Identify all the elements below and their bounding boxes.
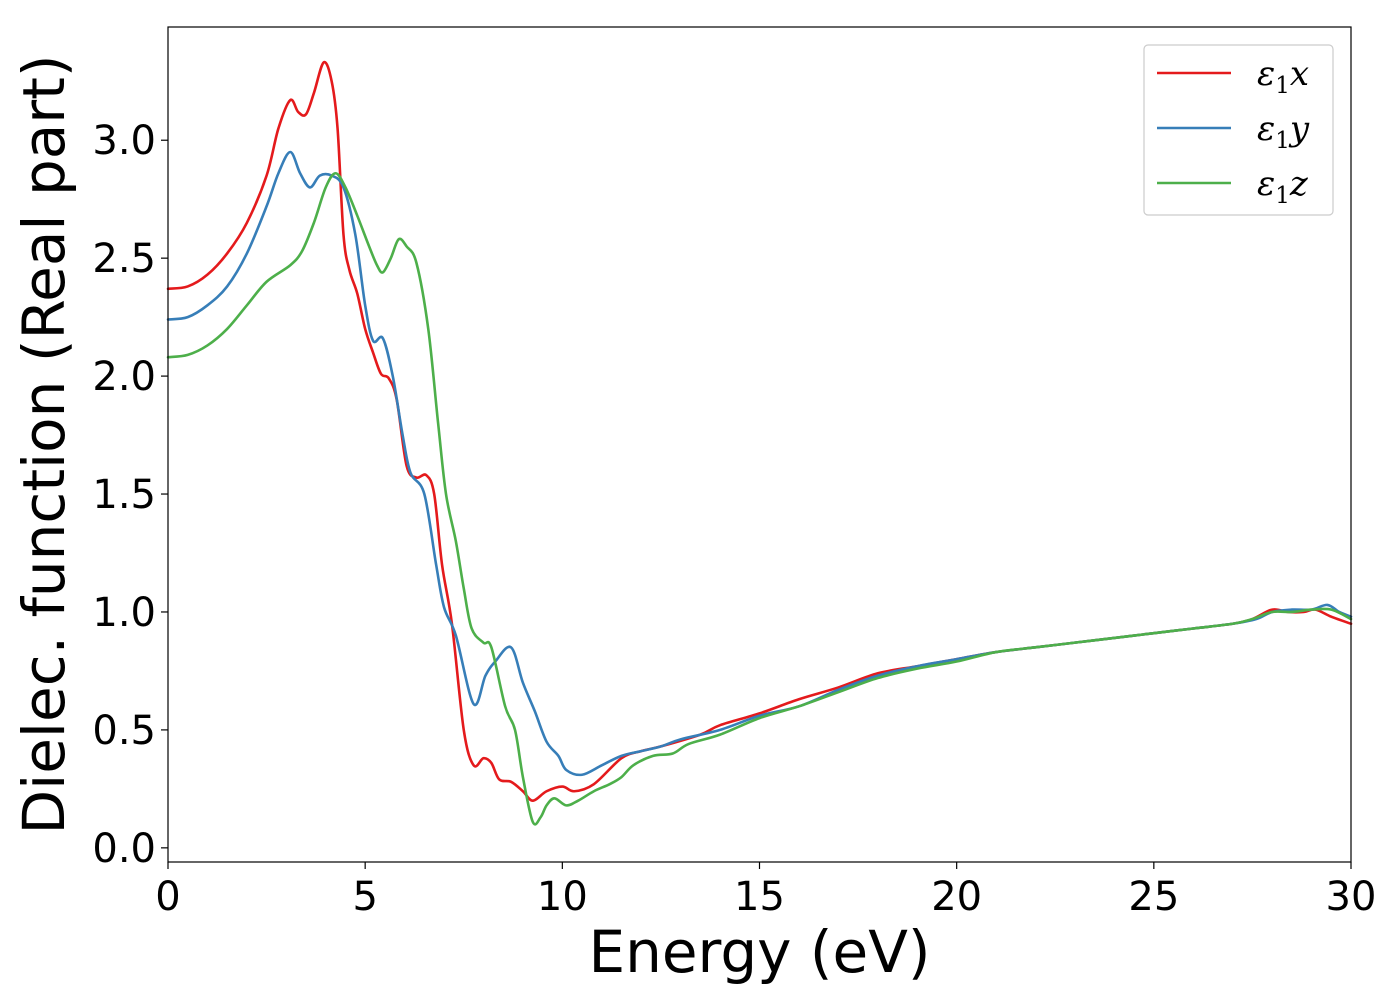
legend-box — [1143, 44, 1334, 216]
y-tick-label: 1.5 — [92, 472, 156, 518]
x-tick-label: 0 — [155, 874, 180, 920]
x-axis-label: Energy (eV) — [588, 918, 930, 986]
y-tick-label: 0.0 — [92, 826, 156, 872]
y-tick-label: 1.0 — [92, 590, 156, 636]
y-tick-label: 2.5 — [92, 236, 156, 282]
x-tick-label: 25 — [1128, 874, 1179, 920]
y-tick-label: 0.5 — [92, 708, 156, 754]
x-tick-label: 10 — [537, 874, 588, 920]
x-axis: 0 5 10 15 20 25 30 — [155, 862, 1376, 920]
legend-label-x: ε1x — [1257, 54, 1309, 99]
series-line-z — [166, 171, 1353, 826]
x-tick-label: 5 — [352, 874, 377, 920]
legend-label-y: ε1y — [1257, 109, 1310, 154]
legend: ε1x ε1y ε1z — [1143, 44, 1334, 216]
x-tick-label: 30 — [1326, 874, 1377, 920]
y-tick-label: 3.0 — [92, 118, 156, 164]
y-tick-label: 2.0 — [92, 354, 156, 400]
x-tick-label: 15 — [734, 874, 785, 920]
legend-label-z: ε1z — [1257, 164, 1309, 209]
y-axis-label: Dielec. function (Real part) — [10, 54, 78, 834]
y-axis: 0.0 0.5 1.0 1.5 2.0 2.5 3.0 — [92, 118, 168, 872]
series-layer — [166, 60, 1353, 826]
x-tick-label: 20 — [931, 874, 982, 920]
